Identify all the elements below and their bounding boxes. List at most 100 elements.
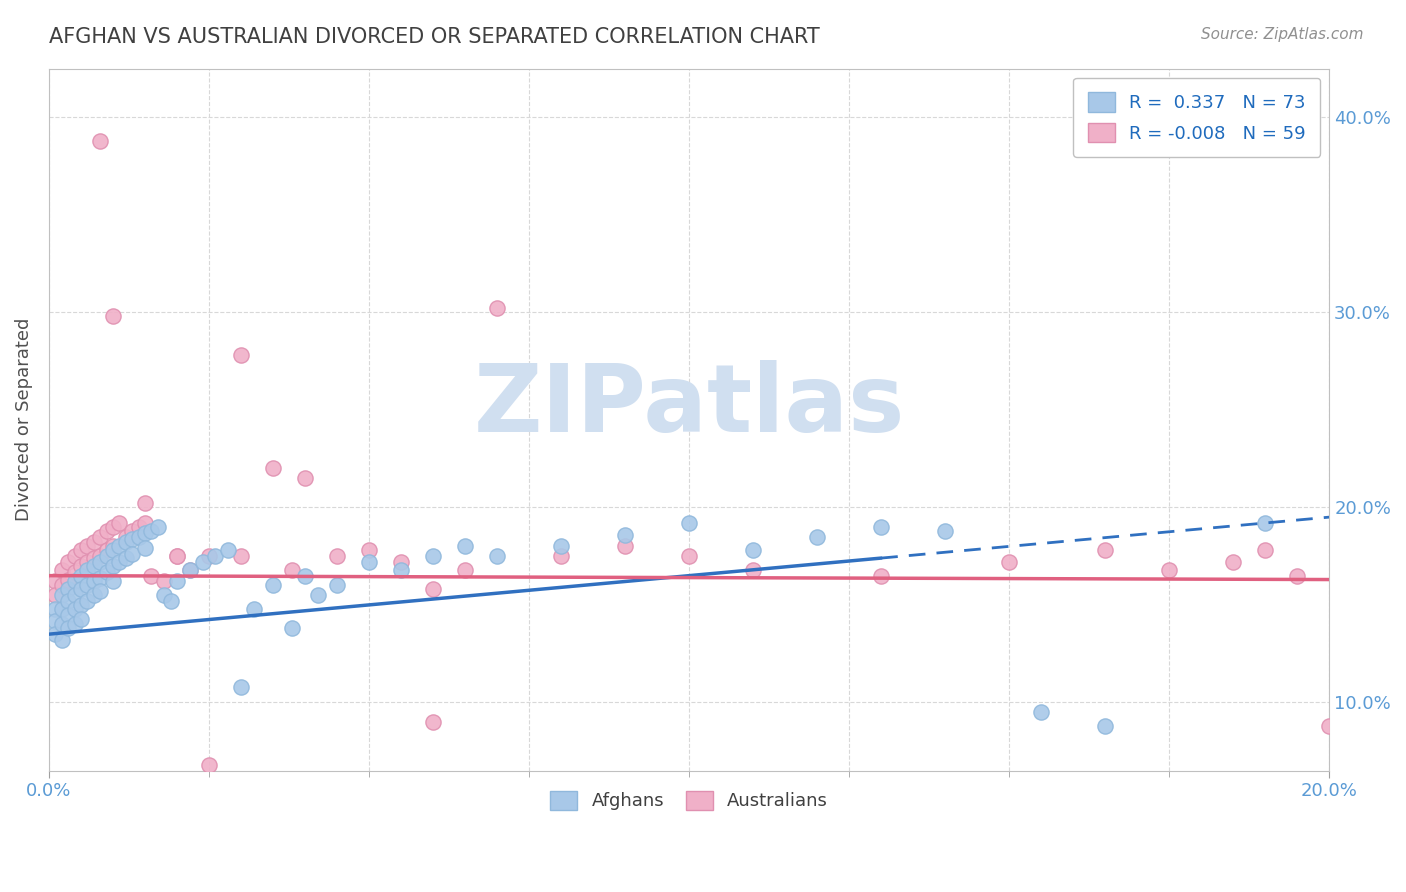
- Point: [357, 555, 380, 569]
- Point: [146, 520, 169, 534]
- Point: [1254, 543, 1277, 558]
- Point: [1254, 516, 1277, 530]
- Point: [121, 547, 143, 561]
- Point: [179, 563, 201, 577]
- Point: [486, 301, 509, 316]
- Point: [870, 520, 893, 534]
- Point: [56, 555, 79, 569]
- Point: [454, 540, 477, 554]
- Point: [153, 588, 176, 602]
- Point: [56, 607, 79, 622]
- Point: [51, 563, 73, 577]
- Point: [56, 621, 79, 635]
- Point: [70, 543, 93, 558]
- Point: [998, 555, 1021, 569]
- Point: [108, 555, 131, 569]
- Point: [56, 594, 79, 608]
- Point: [134, 496, 156, 510]
- Point: [678, 549, 700, 563]
- Point: [63, 574, 86, 589]
- Point: [76, 555, 98, 569]
- Point: [96, 549, 118, 563]
- Point: [422, 582, 444, 597]
- Point: [614, 540, 637, 554]
- Point: [326, 578, 349, 592]
- Point: [128, 530, 150, 544]
- Point: [89, 530, 111, 544]
- Point: [389, 563, 412, 577]
- Point: [454, 563, 477, 577]
- Point: [96, 524, 118, 538]
- Point: [76, 594, 98, 608]
- Point: [44, 614, 66, 628]
- Point: [56, 573, 79, 587]
- Point: [166, 574, 188, 589]
- Point: [141, 568, 163, 582]
- Point: [63, 565, 86, 579]
- Point: [262, 461, 284, 475]
- Point: [83, 588, 105, 602]
- Point: [134, 516, 156, 530]
- Text: Source: ZipAtlas.com: Source: ZipAtlas.com: [1201, 27, 1364, 42]
- Point: [806, 530, 828, 544]
- Legend: Afghans, Australians: Afghans, Australians: [536, 776, 842, 825]
- Point: [281, 621, 304, 635]
- Point: [89, 549, 111, 563]
- Point: [153, 574, 176, 589]
- Point: [114, 535, 136, 549]
- Point: [389, 555, 412, 569]
- Point: [63, 602, 86, 616]
- Point: [114, 530, 136, 544]
- Point: [357, 543, 380, 558]
- Point: [1094, 719, 1116, 733]
- Point: [229, 348, 252, 362]
- Point: [63, 588, 86, 602]
- Point: [83, 574, 105, 589]
- Point: [63, 617, 86, 632]
- Point: [191, 555, 214, 569]
- Text: ZIPatlas: ZIPatlas: [474, 359, 905, 451]
- Point: [1159, 563, 1181, 577]
- Point: [51, 578, 73, 592]
- Point: [243, 602, 266, 616]
- Point: [422, 549, 444, 563]
- Point: [678, 516, 700, 530]
- Point: [326, 549, 349, 563]
- Point: [307, 588, 329, 602]
- Point: [89, 555, 111, 569]
- Point: [934, 524, 956, 538]
- Point: [89, 571, 111, 585]
- Point: [101, 543, 124, 558]
- Point: [262, 578, 284, 592]
- Point: [96, 543, 118, 558]
- Point: [76, 578, 98, 592]
- Point: [101, 540, 124, 554]
- Point: [76, 563, 98, 577]
- Point: [83, 535, 105, 549]
- Point: [281, 563, 304, 577]
- Text: AFGHAN VS AUSTRALIAN DIVORCED OR SEPARATED CORRELATION CHART: AFGHAN VS AUSTRALIAN DIVORCED OR SEPARAT…: [49, 27, 820, 46]
- Point: [1031, 705, 1053, 719]
- Point: [1317, 719, 1340, 733]
- Point: [550, 549, 572, 563]
- Point: [51, 617, 73, 632]
- Point: [63, 549, 86, 563]
- Point: [198, 757, 221, 772]
- Point: [1222, 555, 1244, 569]
- Point: [217, 543, 239, 558]
- Point: [56, 582, 79, 597]
- Point: [166, 549, 188, 563]
- Point: [179, 563, 201, 577]
- Point: [1286, 568, 1309, 582]
- Point: [89, 584, 111, 599]
- Point: [550, 540, 572, 554]
- Point: [70, 611, 93, 625]
- Point: [96, 565, 118, 579]
- Point: [51, 602, 73, 616]
- Point: [159, 594, 181, 608]
- Point: [742, 563, 765, 577]
- Point: [134, 525, 156, 540]
- Point: [70, 568, 93, 582]
- Point: [121, 532, 143, 546]
- Point: [422, 714, 444, 729]
